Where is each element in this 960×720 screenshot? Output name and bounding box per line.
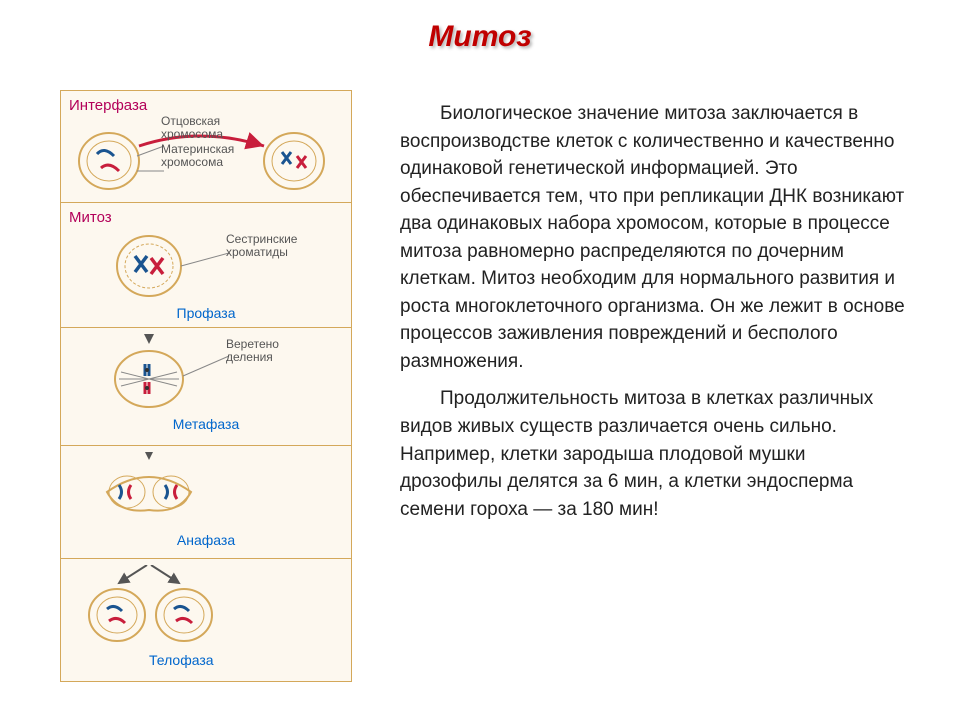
anaphase-svg [69,452,343,530]
metaphase-label: Метафаза [69,416,343,432]
phase-metaphase: Веретено деления Метафаза [61,328,351,446]
prophase-label: Профаза [69,305,343,321]
phase-telophase: Телофаза [61,559,351,681]
mitosis-diagram: Интерфаза Отцовская хромосома Материнска… [60,90,352,682]
paragraph-2: Продолжительность митоза в клетках разли… [400,385,910,523]
telophase-label: Телофаза [149,652,343,668]
phase-prophase: Митоз Сестринские хроматиды Профаза [61,203,351,328]
label-spindle: Веретено деления [226,338,306,364]
label-sister: Сестринские хроматиды [226,233,316,259]
interphase-heading: Интерфаза [69,97,343,114]
label-paternal: Отцовская хромосома [161,115,251,141]
mitosis-heading: Митоз [69,209,343,226]
body-text: Биологическое значение митоза заключаетс… [400,100,910,533]
phase-anaphase: Анафаза [61,446,351,559]
label-maternal: Материнская хромосома [161,143,256,169]
anaphase-label: Анафаза [69,532,343,548]
page-title: Митоз [428,20,531,54]
paragraph-1: Биологическое значение митоза заключаетс… [400,100,910,375]
phase-interphase: Интерфаза Отцовская хромосома Материнска… [61,91,351,203]
telophase-svg [69,565,343,650]
